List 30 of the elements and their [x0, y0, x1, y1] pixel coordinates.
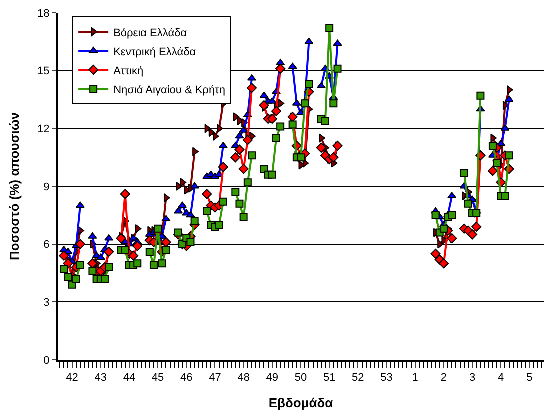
x-tick-label: 49 [266, 372, 279, 384]
y-tick-label: 9 [44, 181, 50, 194]
legend-label: Αττική [114, 65, 144, 78]
x-tick-label: 3 [469, 372, 476, 384]
x-tick-label: 1 [412, 372, 418, 384]
x-tick-label: 4 [498, 372, 504, 384]
y-tick-label: 18 [38, 8, 50, 20]
x-tick-label: 2 [440, 372, 448, 384]
x-tick-label: 53 [380, 372, 393, 384]
y-tick-label: 12 [38, 124, 50, 136]
x-tick-label: 45 [152, 372, 164, 384]
x-tick-label: 42 [66, 372, 78, 384]
x-tick-label: 48 [238, 372, 250, 384]
x-tick-label: 5 [526, 372, 533, 384]
y-tick-label: 15 [38, 66, 50, 78]
y-tick-label: 6 [44, 239, 50, 252]
y-tick-label: 3 [44, 297, 50, 310]
y-tick-label: 0 [44, 354, 50, 367]
x-tick-label: 44 [123, 372, 136, 384]
legend-label: Κεντρική Ελλάδα [114, 46, 197, 58]
x-axis-title: Εβδομάδα [268, 395, 334, 410]
x-tick-label: 52 [352, 372, 364, 384]
x-tick-label: 51 [323, 372, 336, 384]
legend-label: Νησιά Αιγαίου & Κρήτη [114, 84, 226, 96]
y-axis-title: Ποσοστό (%) απουσιών [7, 112, 22, 261]
x-tick-label: 47 [209, 372, 222, 384]
x-tick-label: 50 [294, 372, 308, 384]
x-tick-label: 43 [94, 372, 108, 384]
x-tick-label: 46 [180, 372, 193, 384]
legend-label: Βόρεια Ελλάδα [114, 27, 188, 40]
